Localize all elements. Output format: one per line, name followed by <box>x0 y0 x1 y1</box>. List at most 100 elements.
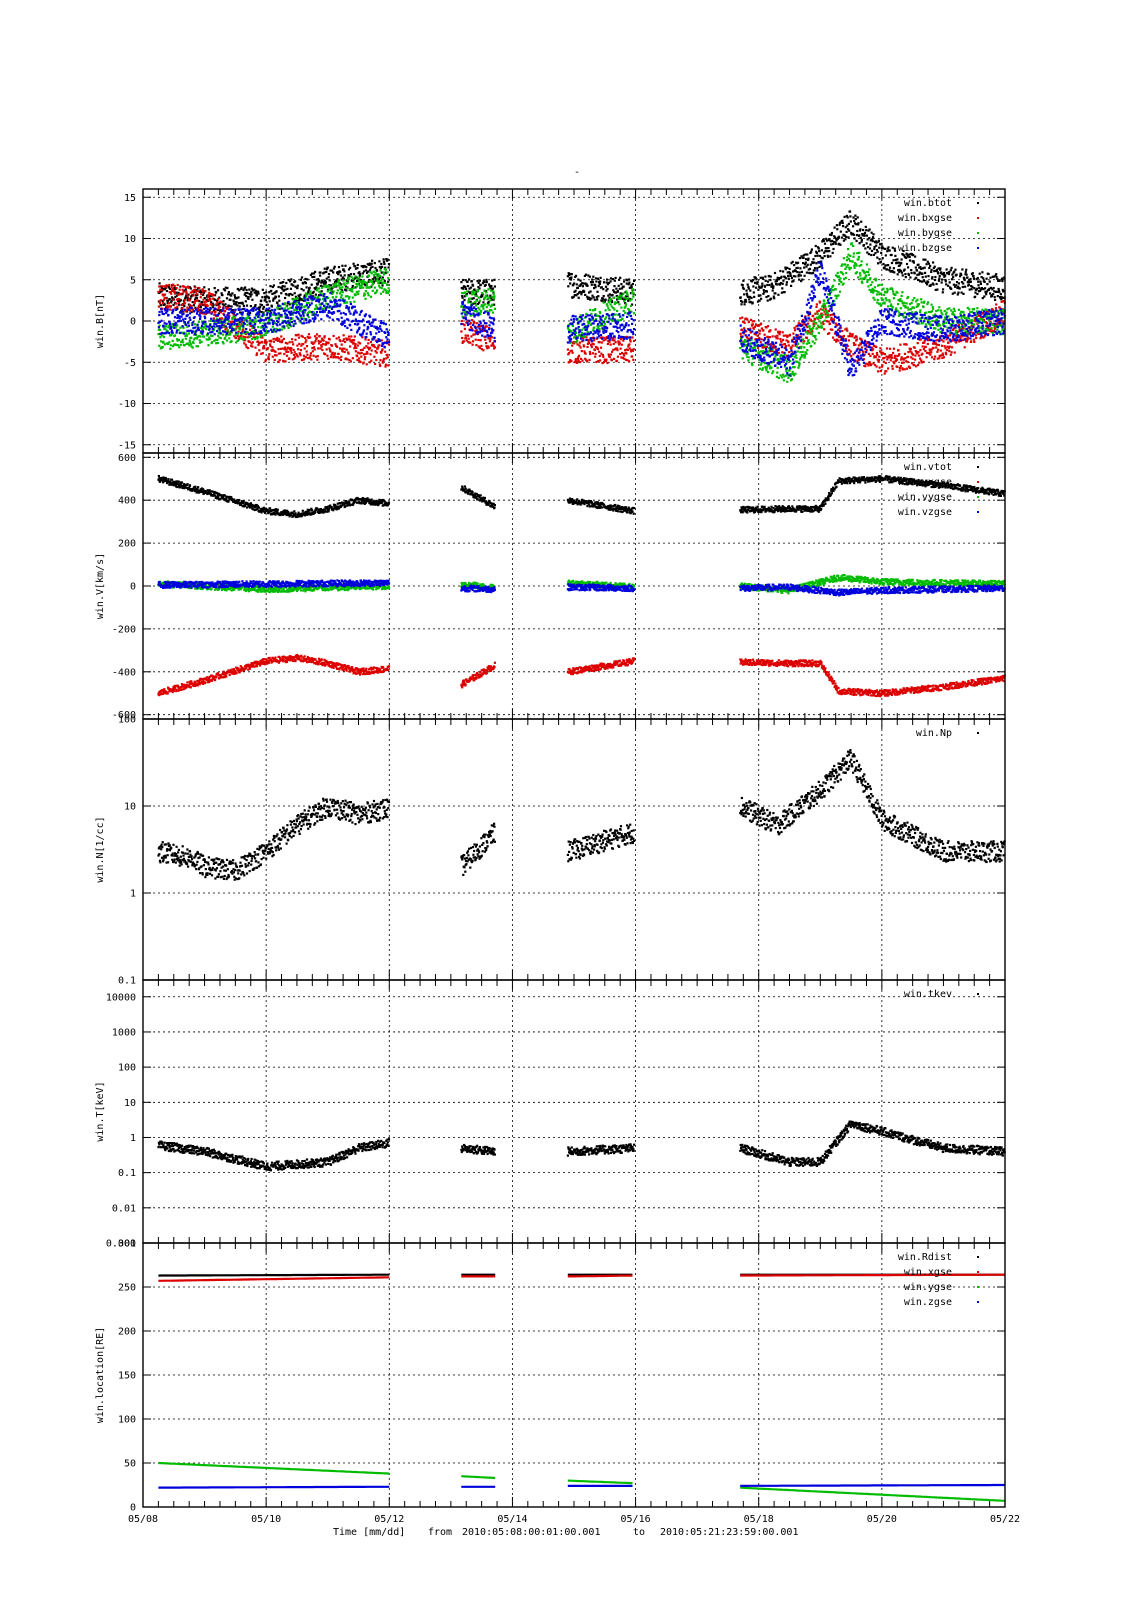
data-point <box>360 285 363 288</box>
data-point <box>617 297 620 300</box>
data-point <box>848 229 851 232</box>
data-point <box>257 340 260 343</box>
data-point <box>209 323 212 326</box>
data-point <box>473 321 476 324</box>
data-point <box>305 295 308 298</box>
data-point <box>994 298 997 301</box>
data-point <box>771 349 774 352</box>
data-point <box>618 287 621 290</box>
data-point <box>890 354 893 357</box>
data-point <box>892 347 895 350</box>
data-point <box>231 317 234 320</box>
data-point <box>327 284 330 288</box>
data-point <box>796 266 799 269</box>
data-point <box>233 316 236 319</box>
data-point <box>632 348 635 351</box>
data-point <box>966 338 969 341</box>
data-point <box>872 236 875 239</box>
data-point <box>907 266 910 269</box>
data-point <box>750 362 753 365</box>
data-point <box>894 359 897 363</box>
data-point <box>790 277 793 280</box>
data-point <box>467 290 470 293</box>
data-point <box>786 266 789 269</box>
data-point <box>280 292 283 295</box>
data-point <box>337 279 341 282</box>
data-point <box>463 324 466 327</box>
data-point <box>160 319 163 322</box>
data-point <box>604 318 607 321</box>
data-point <box>806 253 809 256</box>
data-point <box>354 286 357 289</box>
data-point <box>893 249 897 252</box>
data-point <box>807 268 810 271</box>
data-point <box>978 272 981 275</box>
data-point <box>314 335 317 338</box>
data-point <box>174 323 177 326</box>
data-point <box>362 270 366 273</box>
data-point <box>174 295 177 298</box>
data-point <box>604 316 608 319</box>
data-point <box>268 318 271 321</box>
data-point <box>252 321 255 324</box>
data-point <box>194 326 197 329</box>
data-point <box>948 281 951 284</box>
data-point <box>349 360 352 363</box>
data-point <box>601 297 604 300</box>
data-point <box>973 287 976 290</box>
data-point <box>228 337 231 340</box>
data-point <box>748 337 751 340</box>
data-point <box>355 282 358 285</box>
data-point <box>217 321 220 324</box>
data-point <box>973 340 976 343</box>
data-point <box>327 273 331 276</box>
data-point <box>376 277 379 280</box>
data-point <box>629 340 632 343</box>
data-point <box>984 334 987 337</box>
data-point <box>765 290 768 293</box>
data-point <box>306 353 309 356</box>
data-point <box>848 259 852 263</box>
data-point <box>377 346 380 349</box>
data-point <box>620 294 623 297</box>
data-point <box>962 292 965 295</box>
data-point <box>275 317 279 320</box>
data-point <box>384 350 387 353</box>
data-point <box>224 286 227 289</box>
data-point <box>242 326 245 329</box>
data-point <box>961 268 964 271</box>
data-point <box>886 247 889 250</box>
data-point <box>893 362 896 365</box>
data-point <box>838 290 842 293</box>
data-point <box>760 327 763 330</box>
data-point <box>584 282 587 285</box>
data-point <box>934 342 937 345</box>
data-point <box>852 233 855 236</box>
data-point <box>192 327 195 330</box>
data-point <box>814 322 817 325</box>
data-point <box>212 317 215 320</box>
data-point <box>966 276 969 279</box>
data-point <box>916 352 919 355</box>
data-point <box>746 328 750 331</box>
data-point <box>906 255 909 258</box>
data-point <box>356 285 359 288</box>
data-point <box>744 298 747 302</box>
data-point <box>903 343 906 346</box>
data-point <box>891 288 894 291</box>
data-point <box>296 344 299 347</box>
data-point <box>476 290 480 293</box>
data-point <box>827 315 830 318</box>
data-point <box>287 294 290 297</box>
data-point <box>747 356 750 359</box>
data-point <box>210 334 213 337</box>
data-point <box>304 305 307 308</box>
data-point <box>265 331 268 334</box>
data-point <box>378 363 381 366</box>
data-point <box>342 339 345 342</box>
data-point <box>753 346 757 349</box>
data-point <box>880 292 883 295</box>
data-point <box>201 303 204 307</box>
data-point <box>221 325 224 329</box>
data-point <box>294 280 297 283</box>
